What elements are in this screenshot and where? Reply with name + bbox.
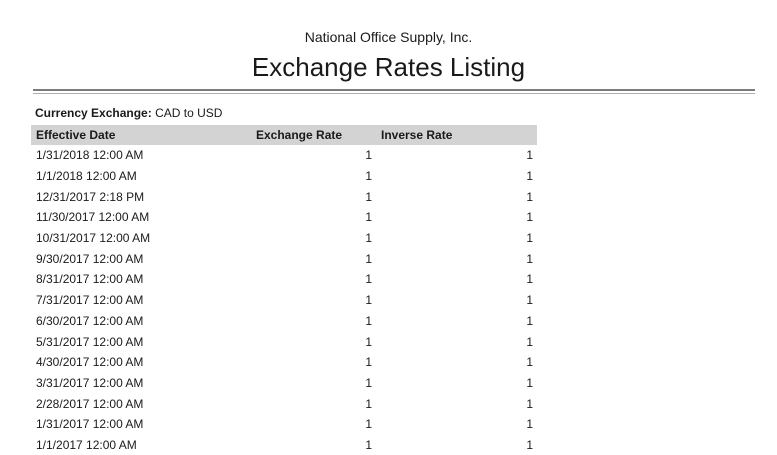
exchange-rate-cell: 1 [365,148,372,163]
effective-date-cell: 11/30/2017 12:00 AM [36,210,150,225]
column-header-inverse-rate: Inverse Rate [376,125,537,145]
inverse-rate-cell: 1 [526,231,533,246]
table-row: 3/31/2017 12:00 AM 1 1 [31,373,537,394]
currency-exchange-filter: Currency Exchange: CAD to USD [35,106,777,120]
exchange-rate-cell: 1 [365,417,372,432]
table-row: 8/31/2017 12:00 AM 1 1 [31,269,537,290]
effective-date-cell: 1/1/2017 12:00 AM [36,437,137,452]
table-row: 9/30/2017 12:00 AM 1 1 [31,248,537,269]
effective-date-cell: 7/31/2017 12:00 AM [36,293,144,308]
inverse-rate-cell: 1 [526,313,533,328]
inverse-rate-cell: 1 [526,293,533,308]
exchange-rate-cell: 1 [365,293,372,308]
effective-date-cell: 4/30/2017 12:00 AM [36,355,144,370]
inverse-rate-cell: 1 [526,355,533,370]
table-row: 1/1/2018 12:00 AM 1 1 [31,166,537,187]
table-row: 7/31/2017 12:00 AM 1 1 [31,290,537,311]
effective-date-cell: 3/31/2017 12:00 AM [36,375,144,390]
table-row: 4/30/2017 12:00 AM 1 1 [31,352,537,373]
effective-date-cell: 9/30/2017 12:00 AM [36,251,144,266]
table-row: 10/31/2017 12:00 AM 1 1 [31,228,537,249]
effective-date-cell: 8/31/2017 12:00 AM [36,272,144,287]
inverse-rate-cell: 1 [526,375,533,390]
table-row: 12/31/2017 2:18 PM 1 1 [31,186,537,207]
inverse-rate-cell: 1 [526,189,533,204]
table-row: 2/28/2017 12:00 AM 1 1 [31,393,537,414]
column-header-effective-date: Effective Date [31,125,251,145]
currency-exchange-label: Currency Exchange: [35,106,152,120]
inverse-rate-cell: 1 [526,210,533,225]
inverse-rate-cell: 1 [526,334,533,349]
table-header: Effective Date Exchange Rate Inverse Rat… [31,125,537,145]
inverse-rate-cell: 1 [526,169,533,184]
exchange-rate-cell: 1 [365,189,372,204]
exchange-rate-cell: 1 [365,437,372,452]
inverse-rate-cell: 1 [526,396,533,411]
table-body: 1/31/2018 12:00 AM 1 1 1/1/2018 12:00 AM… [31,145,537,455]
effective-date-cell: 10/31/2017 12:00 AM [36,231,151,246]
company-name: National Office Supply, Inc. [304,29,473,45]
table-header-row: Effective Date Exchange Rate Inverse Rat… [31,125,537,145]
effective-date-cell: 1/31/2018 12:00 AM [36,148,144,163]
effective-date-cell: 5/31/2017 12:00 AM [36,334,144,349]
exchange-rate-cell: 1 [365,251,372,266]
title-divider [33,89,755,94]
effective-date-cell: 1/31/2017 12:00 AM [36,417,144,432]
table-row: 11/30/2017 12:00 AM 1 1 [31,207,537,228]
table-row: 1/1/2017 12:00 AM 1 1 [31,435,537,455]
exchange-rate-cell: 1 [365,313,372,328]
inverse-rate-cell: 1 [526,148,533,163]
inverse-rate-cell: 1 [526,437,533,452]
inverse-rate-cell: 1 [526,251,533,266]
effective-date-cell: 12/31/2017 2:18 PM [36,189,145,204]
exchange-rate-cell: 1 [365,355,372,370]
table-row: 1/31/2018 12:00 AM 1 1 [31,145,537,166]
exchange-rate-cell: 1 [365,396,372,411]
exchange-rate-cell: 1 [365,169,372,184]
exchange-rate-cell: 1 [365,231,372,246]
inverse-rate-cell: 1 [526,272,533,287]
inverse-rate-cell: 1 [526,417,533,432]
exchange-rate-cell: 1 [365,272,372,287]
column-header-exchange-rate: Exchange Rate [251,125,376,145]
exchange-rate-cell: 1 [365,375,372,390]
report-title: Exchange Rates Listing [251,52,526,82]
table-row: 6/30/2017 12:00 AM 1 1 [31,311,537,332]
effective-date-cell: 2/28/2017 12:00 AM [36,396,144,411]
effective-date-cell: 6/30/2017 12:00 AM [36,313,144,328]
exchange-rate-cell: 1 [365,334,372,349]
exchange-rates-table: Effective Date Exchange Rate Inverse Rat… [31,125,537,455]
exchange-rate-cell: 1 [365,210,372,225]
table-row: 5/31/2017 12:00 AM 1 1 [31,331,537,352]
table-row: 1/31/2017 12:00 AM 1 1 [31,414,537,435]
currency-exchange-value: CAD to USD [155,106,223,120]
effective-date-cell: 1/1/2018 12:00 AM [36,169,137,184]
